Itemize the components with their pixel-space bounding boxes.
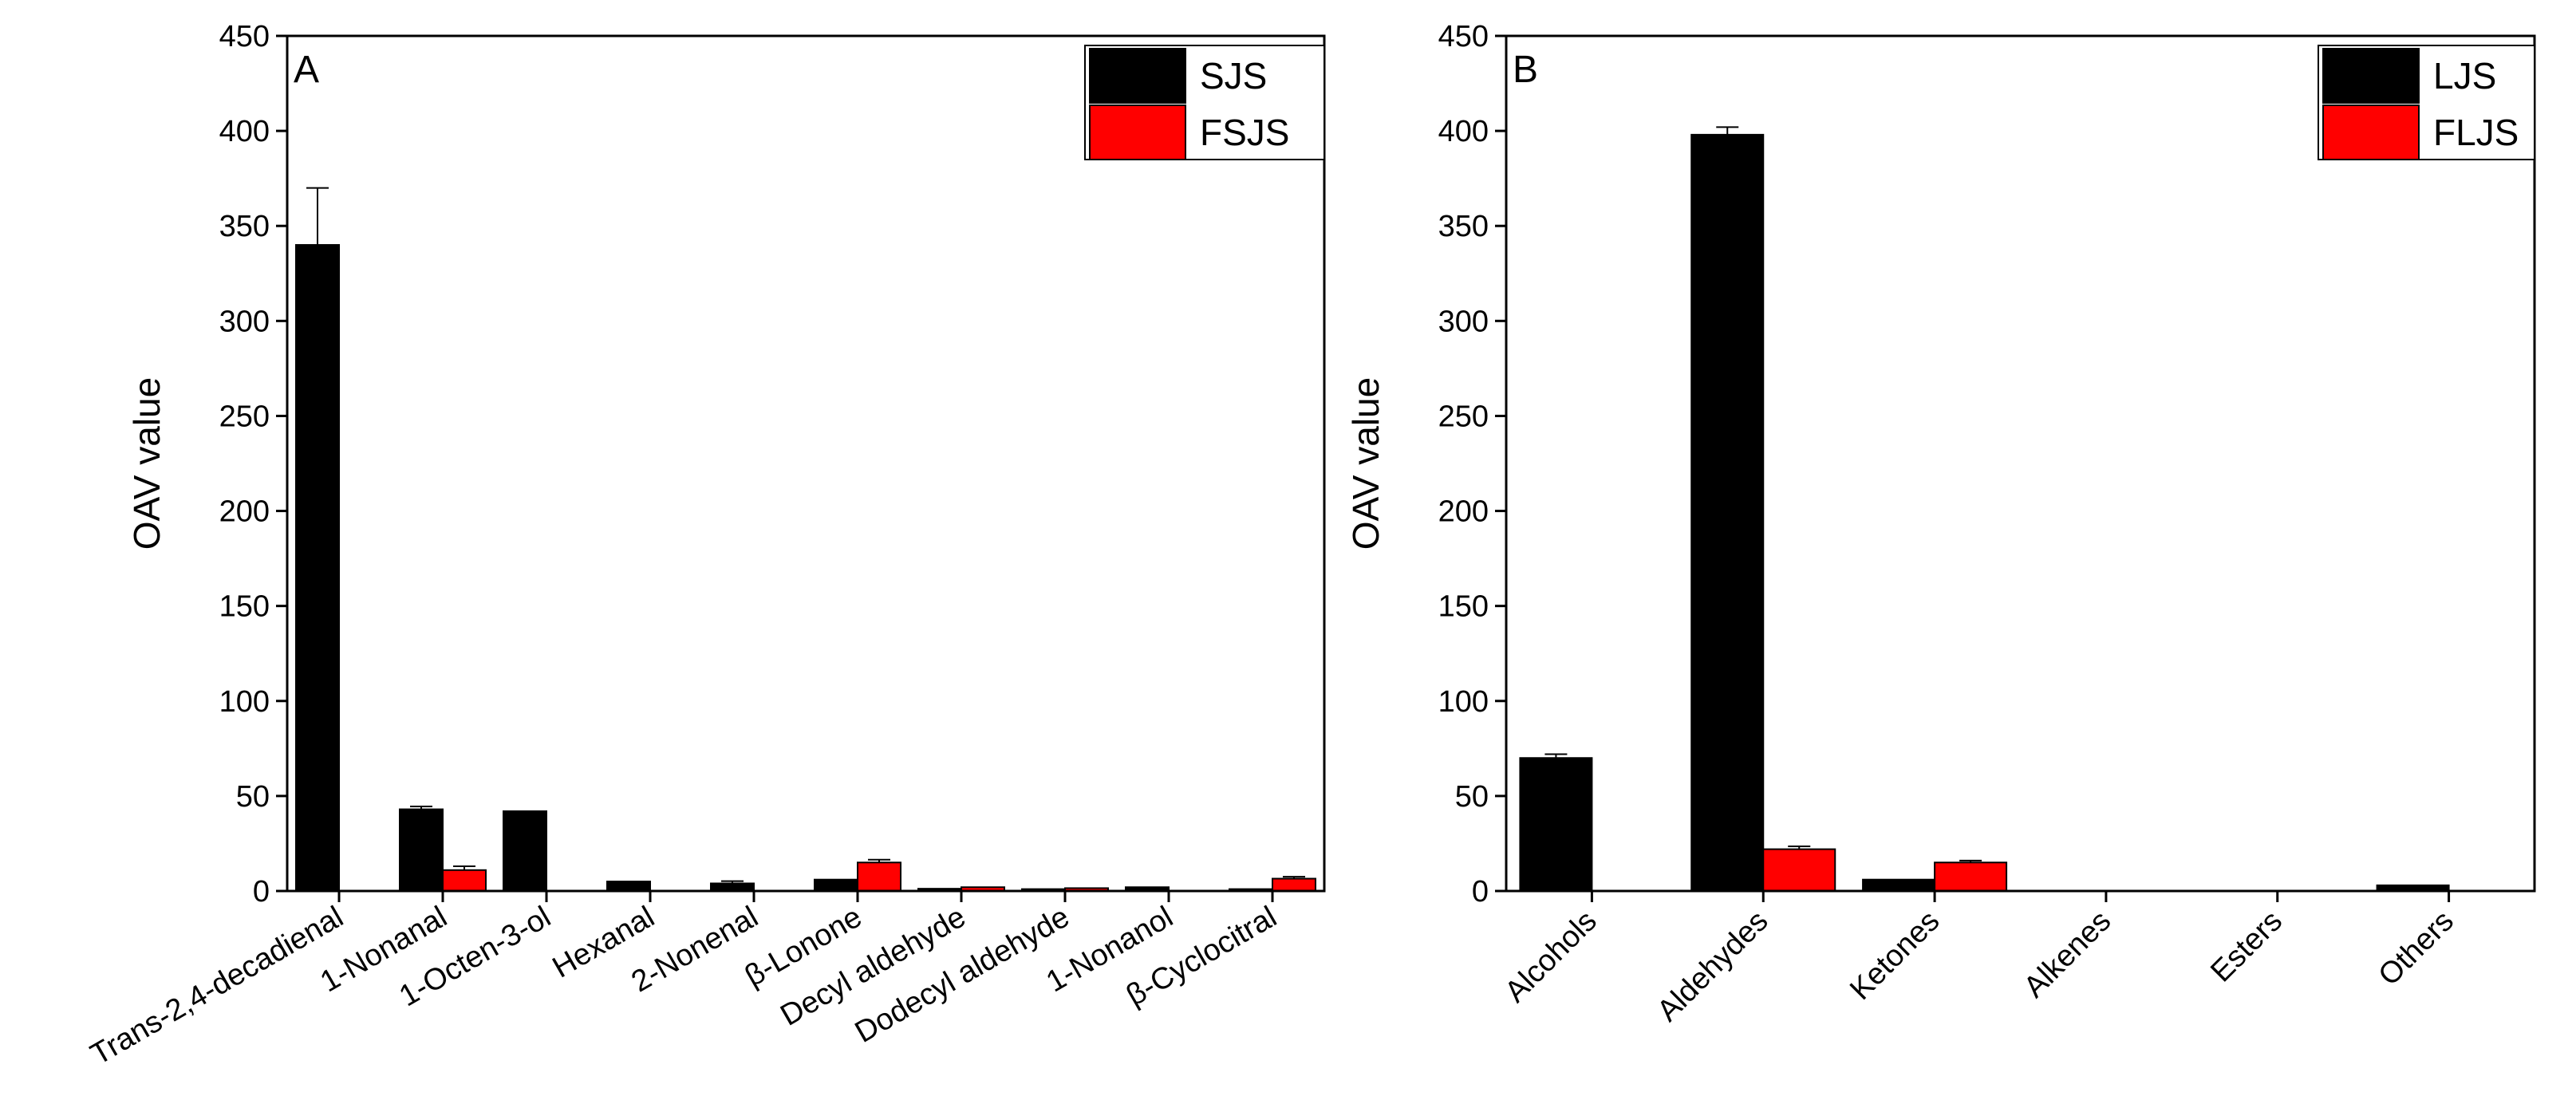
bar (1690, 133, 1765, 892)
legend-label: FSJS (1200, 112, 1289, 153)
legend: SJS FSJS (1084, 45, 1325, 160)
y-tick-label: 0 (253, 875, 270, 909)
y-tick-label: 50 (236, 780, 270, 814)
chart-panel-a: 0 50 100 150 200 250 300 350 400 450 Trans-2,4-dec… (85, 20, 1326, 1072)
plot-frame (1505, 34, 2536, 893)
bar (606, 881, 651, 892)
legend-label: SJS (1200, 55, 1267, 97)
y-tick-label: 50 (1455, 780, 1489, 814)
bar (1519, 757, 1593, 892)
bar (442, 869, 487, 892)
y-tick-label: 300 (219, 305, 270, 338)
bar (295, 244, 340, 892)
y-tick-label: 150 (219, 590, 270, 624)
y-axis-title: OAV value (126, 377, 168, 550)
y-tick-label: 350 (219, 210, 270, 243)
chart-panel-b: 0 50 100 150 200 250 300 350 400 450 Alcohols Aldeh… (1345, 20, 2536, 1028)
bar (1762, 848, 1836, 892)
panel-label: A (294, 49, 319, 91)
y-tick-label: 200 (1438, 495, 1489, 529)
y-axis-title: OAV value (1345, 377, 1387, 550)
bar (1862, 878, 1936, 892)
legend-swatch (1089, 48, 1186, 104)
y-tick-label: 450 (219, 20, 270, 53)
y-tick-label: 150 (1438, 590, 1489, 624)
y-tick-label: 100 (1438, 685, 1489, 719)
y-tick-label: 100 (219, 685, 270, 719)
x-tick-label: Ketones (1844, 905, 1946, 1007)
legend-swatch (2322, 104, 2420, 160)
bar (503, 810, 547, 892)
x-tick-label: Alcohols (1499, 905, 1604, 1009)
legend-swatch (2322, 48, 2420, 104)
y-tick-label: 400 (219, 115, 270, 148)
bar (399, 808, 444, 893)
y-tick-label: 0 (1472, 875, 1489, 909)
y-tick-label: 300 (1438, 305, 1489, 338)
x-tick-label: Esters (2204, 905, 2289, 989)
bar (1272, 877, 1316, 892)
y-tick-label: 250 (1438, 400, 1489, 433)
y-tick-label: 400 (1438, 115, 1489, 148)
bar (857, 861, 901, 893)
legend-swatch (1089, 104, 1186, 160)
bar (1934, 861, 2008, 893)
y-tick-label: 350 (1438, 210, 1489, 243)
x-tick-label: Aldehydes (1651, 905, 1774, 1028)
legend-label: FLJS (2433, 112, 2519, 153)
plot-frame (286, 34, 1326, 893)
bar (814, 878, 858, 892)
panel-label: B (1513, 49, 1538, 91)
x-tick-label: Others (2373, 905, 2460, 992)
y-tick-label: 200 (219, 495, 270, 529)
legend-label: LJS (2433, 55, 2496, 97)
x-tick-label: Trans-2,4-decadienal (85, 900, 349, 1071)
legend: LJS FLJS (2318, 45, 2535, 160)
y-tick-label: 250 (219, 400, 270, 433)
x-tick-label: Alkenes (2018, 905, 2117, 1004)
y-tick-label: 450 (1438, 20, 1489, 53)
